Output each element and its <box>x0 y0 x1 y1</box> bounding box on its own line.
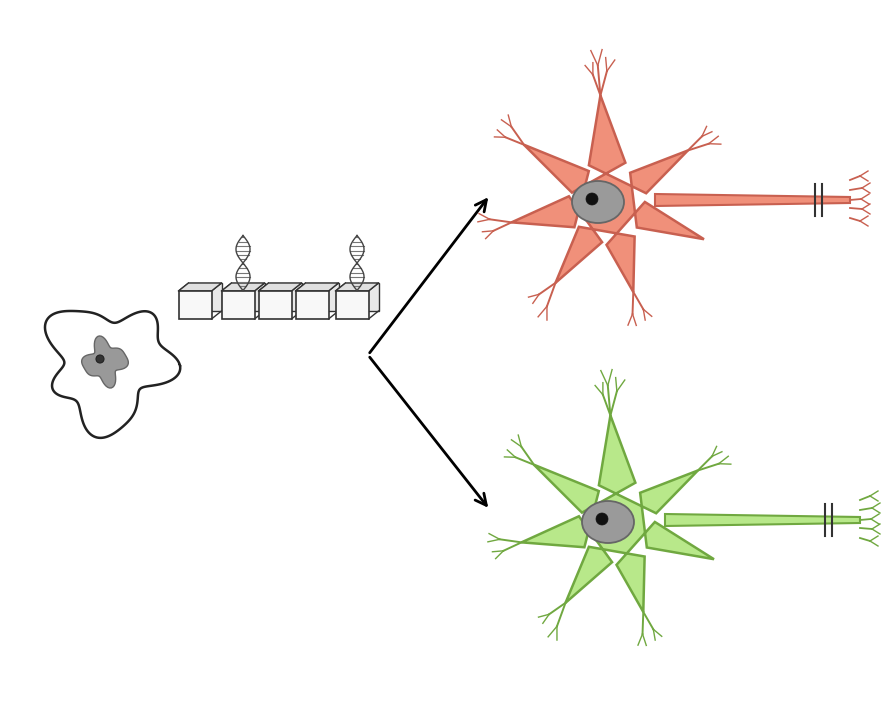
Polygon shape <box>336 283 379 291</box>
Polygon shape <box>178 283 222 291</box>
Polygon shape <box>258 291 291 319</box>
Polygon shape <box>45 311 180 438</box>
Polygon shape <box>296 291 329 319</box>
Polygon shape <box>222 283 265 291</box>
Polygon shape <box>346 283 379 311</box>
Circle shape <box>96 355 104 363</box>
Circle shape <box>596 513 608 525</box>
Polygon shape <box>222 291 255 319</box>
Polygon shape <box>232 283 265 311</box>
Polygon shape <box>189 283 222 311</box>
Circle shape <box>586 193 598 205</box>
Polygon shape <box>511 96 704 292</box>
Ellipse shape <box>582 501 634 543</box>
Ellipse shape <box>572 181 624 223</box>
Polygon shape <box>665 514 860 526</box>
Polygon shape <box>655 194 850 206</box>
Polygon shape <box>336 291 369 319</box>
Polygon shape <box>268 283 301 311</box>
Polygon shape <box>82 336 128 388</box>
Polygon shape <box>258 283 301 291</box>
Polygon shape <box>178 291 211 319</box>
Polygon shape <box>296 283 339 291</box>
Polygon shape <box>306 283 339 311</box>
Polygon shape <box>521 415 714 612</box>
